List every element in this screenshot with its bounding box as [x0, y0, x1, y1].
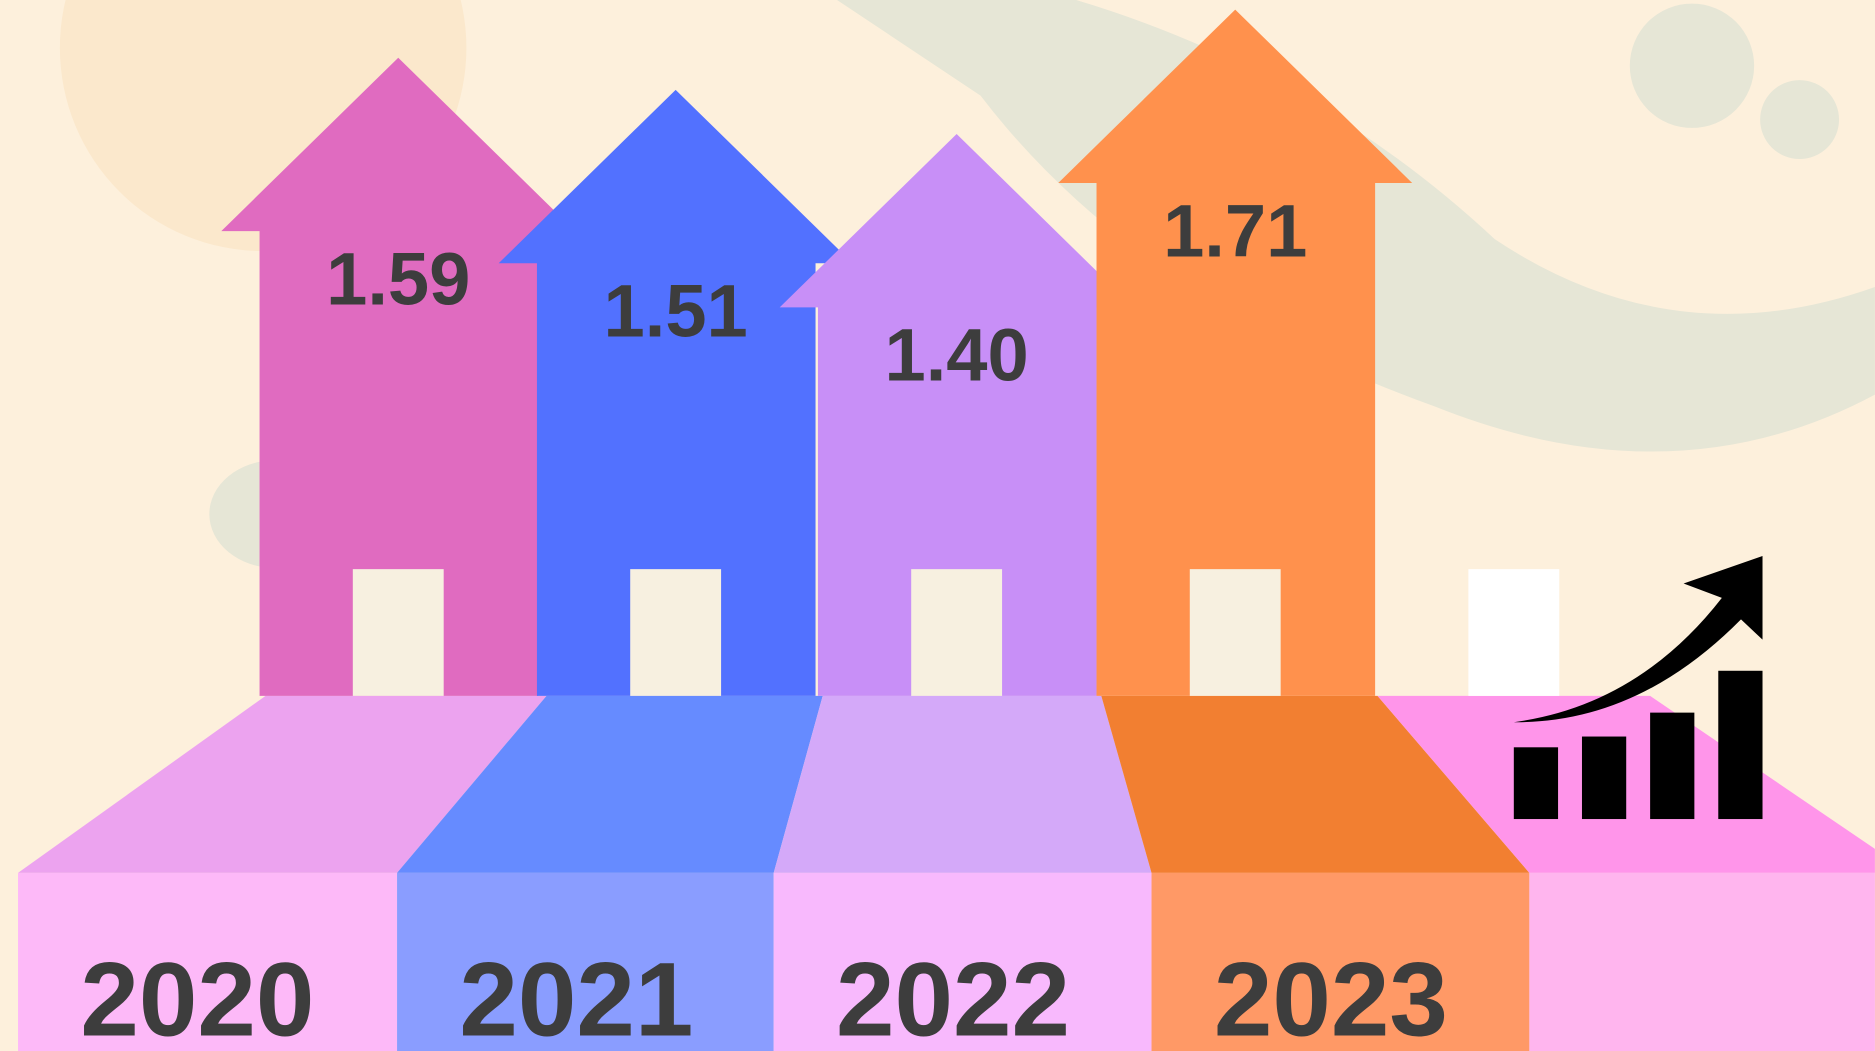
- icon-bar: [1718, 671, 1762, 819]
- door: [1190, 569, 1281, 696]
- platform-front: [1529, 873, 1875, 1051]
- x-tick-label: 2022: [836, 941, 1070, 1051]
- icon-bar: [1582, 737, 1626, 820]
- icon-bar: [1650, 713, 1694, 819]
- decor: [1630, 4, 1754, 128]
- door: [353, 569, 444, 696]
- x-tick-label: 2023: [1214, 941, 1448, 1051]
- decor: [1760, 80, 1839, 159]
- value-label: 1.71: [1163, 189, 1307, 272]
- door: [911, 569, 1002, 696]
- value-label: 1.40: [884, 314, 1028, 397]
- icon-bar: [1514, 747, 1558, 819]
- value-label: 1.51: [604, 270, 748, 353]
- page: 1.591.511.401.71 2020202120222023 (() =>…: [0, 0, 1875, 1051]
- x-tick-label: 2020: [80, 941, 314, 1051]
- platform-top: [774, 696, 1152, 873]
- chart: 1.59 1.51 1.40 1.71 2020 2021 2022 2023: [0, 0, 1875, 1051]
- door: [1468, 569, 1559, 696]
- x-tick-label: 2021: [459, 941, 693, 1051]
- door: [630, 569, 721, 696]
- value-label: 1.59: [326, 237, 470, 320]
